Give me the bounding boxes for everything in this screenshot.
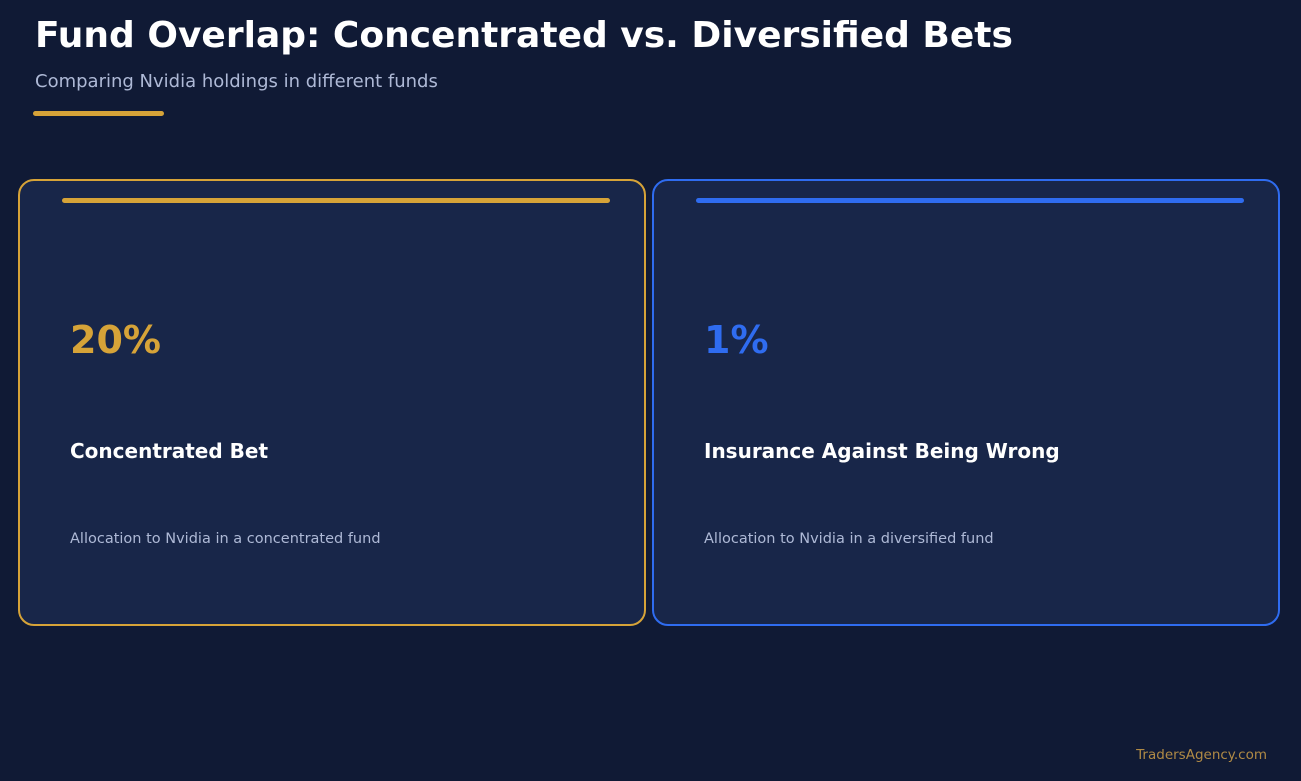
title-underline [33,111,164,116]
watermark-text: TradersAgency.com [1136,747,1267,763]
insurance-heading: Insurance Against Being Wrong [704,439,1060,463]
concentrated-bet-description: Allocation to Nvidia in a concentrated f… [70,531,381,547]
card-accent-bar [62,198,610,203]
concentrated-allocation-value: 20% [70,318,161,362]
page-subtitle: Comparing Nvidia holdings in different f… [35,71,438,92]
diversified-fund-card: 1% Insurance Against Being Wrong Allocat… [652,179,1280,626]
diversified-allocation-value: 1% [704,318,769,362]
card-accent-bar [696,198,1244,203]
concentrated-bet-heading: Concentrated Bet [70,439,269,463]
page-title: Fund Overlap: Concentrated vs. Diversifi… [35,15,1013,56]
concentrated-bet-card: 20% Concentrated Bet Allocation to Nvidi… [18,179,646,626]
diversified-fund-description: Allocation to Nvidia in a diversified fu… [704,531,994,547]
